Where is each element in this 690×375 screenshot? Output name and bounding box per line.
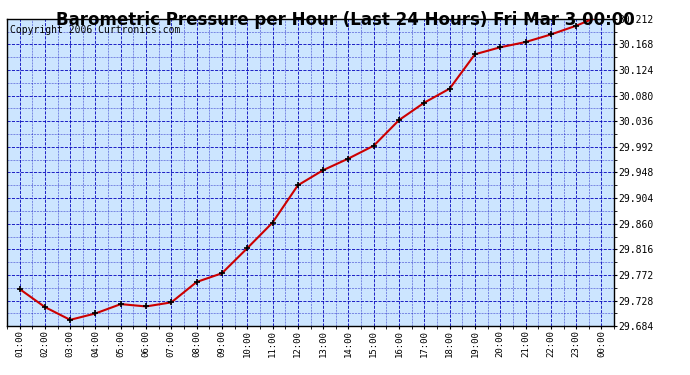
Text: Barometric Pressure per Hour (Last 24 Hours) Fri Mar 3 00:00: Barometric Pressure per Hour (Last 24 Ho…: [56, 11, 634, 29]
Text: Copyright 2006 Curtronics.com: Copyright 2006 Curtronics.com: [10, 25, 180, 35]
